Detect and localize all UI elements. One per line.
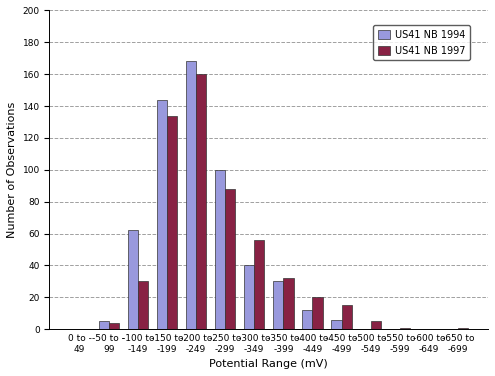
Bar <box>157 100 167 329</box>
Bar <box>400 327 410 329</box>
X-axis label: Potential Range (mV): Potential Range (mV) <box>209 359 328 369</box>
Bar <box>331 320 342 329</box>
Bar <box>371 321 381 329</box>
Bar <box>302 310 312 329</box>
Bar <box>244 265 254 329</box>
Bar <box>138 281 148 329</box>
Bar <box>99 321 109 329</box>
Bar <box>254 240 264 329</box>
Bar <box>458 327 468 329</box>
Bar <box>225 189 235 329</box>
Legend: US41 NB 1994, US41 NB 1997: US41 NB 1994, US41 NB 1997 <box>373 25 470 61</box>
Bar <box>186 61 196 329</box>
Bar <box>342 305 352 329</box>
Bar <box>312 297 323 329</box>
Bar <box>109 323 119 329</box>
Bar <box>215 170 225 329</box>
Bar <box>273 281 283 329</box>
Y-axis label: Number of Observations: Number of Observations <box>7 102 17 238</box>
Bar <box>128 230 138 329</box>
Bar <box>196 74 206 329</box>
Bar <box>167 116 177 329</box>
Bar <box>283 278 294 329</box>
